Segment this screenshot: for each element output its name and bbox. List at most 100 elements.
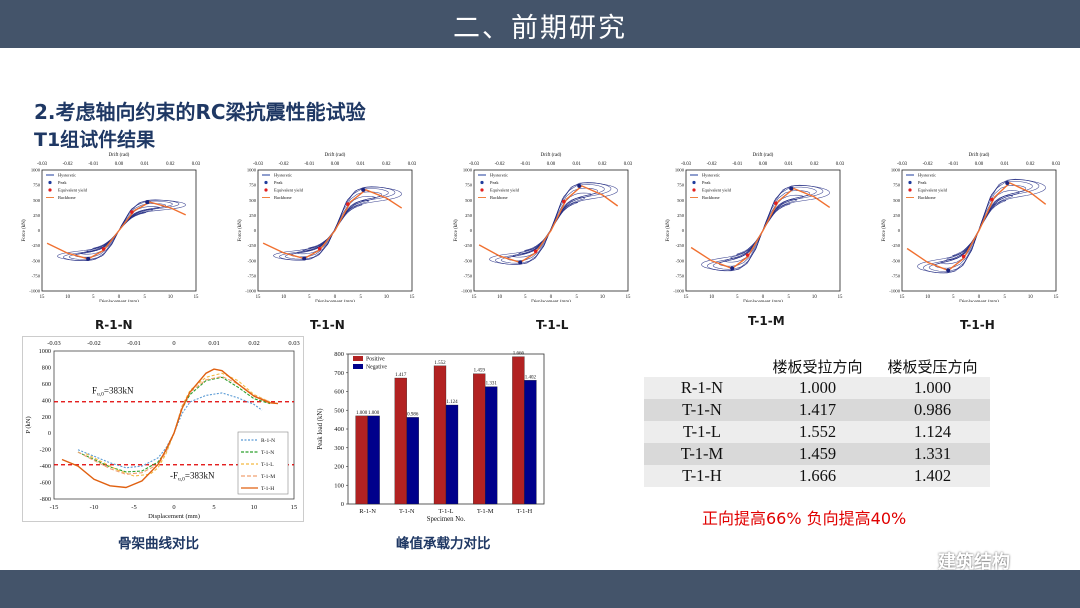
- x-tick-label: 5: [143, 295, 146, 300]
- top-tick-label: 0.01: [140, 162, 149, 167]
- hysteretic-loop: [489, 182, 618, 265]
- hysteresis-chart-t-1-l: Drift (rad) -0.03 -0.02 -0.01 0.00 0.01 0.02 0.…: [454, 153, 633, 302]
- bar-data-label: 1.124: [446, 400, 458, 405]
- reference-subscript: u,0: [178, 477, 185, 483]
- bar-data-label: 1.552: [434, 361, 446, 366]
- legend-label: Peak: [58, 180, 67, 185]
- legend-swatch: [480, 188, 484, 192]
- table-cell: 1.459: [760, 443, 875, 465]
- y-tick-label: 300: [334, 445, 344, 452]
- top-tick-label: 0.01: [1000, 162, 1009, 167]
- y-tick-label: -200: [40, 447, 51, 454]
- bar: [355, 415, 368, 505]
- y-tick-label: -400: [40, 463, 51, 470]
- y-axis-label: Force (kN): [454, 219, 459, 241]
- hysteretic-loop: [917, 179, 1046, 274]
- x-tick-label: 10: [384, 295, 389, 300]
- legend-label: Equivalent yield: [918, 188, 948, 193]
- bar: [524, 380, 537, 505]
- x-tick-label: 15: [900, 295, 905, 300]
- x-tick-label: 10: [497, 295, 502, 300]
- reference-value: =383kN: [104, 386, 134, 396]
- top-tick-label: -0.03: [37, 162, 48, 167]
- top-tick-label: 0.03: [408, 162, 417, 167]
- y-tick-label: 1000: [39, 348, 51, 355]
- legend-label: Hysteretic: [490, 173, 508, 178]
- legend-label: R-1-N: [261, 438, 275, 444]
- peak-ratio-table: 楼板受拉方向 楼板受压方向 R-1-N 1.000 1.000 T-1-N 1.…: [644, 355, 990, 487]
- peak-point: [577, 183, 582, 188]
- x-tick-label: 10: [65, 295, 70, 300]
- top-tick-label: -0.01: [732, 162, 743, 167]
- y-tick-label: 0: [898, 228, 901, 233]
- bar: [394, 377, 407, 505]
- x-tick-label: 5: [212, 504, 215, 511]
- legend-swatch: [48, 188, 52, 192]
- legend-swatch: [908, 180, 912, 185]
- slide-title: 二、前期研究: [453, 13, 627, 44]
- y-tick-label: 100: [334, 482, 344, 489]
- x-tick-label: 15: [40, 295, 45, 300]
- x-axis-label: Displacement (mm): [99, 300, 139, 302]
- bar: [433, 365, 447, 505]
- top-tick-label: 0.03: [1052, 162, 1061, 167]
- legend-swatch: [480, 180, 484, 185]
- top-tick-label: 0.00: [759, 162, 768, 167]
- table-cell: 1.666: [760, 465, 875, 487]
- x-tick-label: 5: [736, 295, 739, 300]
- top-tick-label: 0.00: [115, 162, 124, 167]
- hysteretic-loop: [57, 199, 186, 261]
- x-axis-label: Displacement (mm): [315, 300, 355, 302]
- legend-label: Backbone: [274, 195, 292, 200]
- bar: [512, 356, 525, 505]
- top-tick-label: -0.02: [923, 162, 934, 167]
- group-heading: T1组试件结果: [34, 129, 156, 151]
- legend-swatch: [692, 188, 696, 192]
- y-tick-label: 750: [465, 183, 473, 188]
- y-axis-label: Force (kN): [238, 219, 243, 241]
- bar-data-label: 1.000: [368, 411, 380, 416]
- y-tick-label: 750: [33, 183, 41, 188]
- reference-value: =383kN: [185, 471, 215, 481]
- y-tick-label: -250: [464, 243, 473, 248]
- top-tick-label: 0.01: [572, 162, 581, 167]
- top-tick-label: -0.01: [948, 162, 959, 167]
- bar-data-label: 1.417: [395, 373, 407, 378]
- y-tick-label: -500: [248, 258, 257, 263]
- plot-frame: [685, 169, 841, 292]
- y-tick-label: 600: [334, 389, 344, 396]
- bar: [406, 417, 419, 505]
- hysteretic-loop: [701, 185, 830, 271]
- hysteretic-loop: [512, 192, 592, 258]
- y-tick-label: 200: [334, 464, 344, 471]
- plot-frame: [473, 169, 629, 292]
- x-tick-label: 5: [359, 295, 362, 300]
- top-tick-label: 0.01: [208, 340, 219, 347]
- y-tick-label: -750: [464, 273, 473, 278]
- hysteretic-loop: [307, 204, 363, 249]
- top-tick-label: 0.02: [598, 162, 607, 167]
- legend-label: Equivalent yield: [490, 188, 520, 193]
- legend-label: Equivalent yield: [702, 188, 732, 193]
- y-tick-label: 750: [893, 183, 901, 188]
- legend-label: Backbone: [702, 195, 720, 200]
- specimen-label-t1h: T-1-H: [960, 318, 995, 332]
- top-tick-label: 0.03: [192, 162, 201, 167]
- yield-point: [346, 202, 350, 206]
- top-tick-label: -0.01: [304, 162, 315, 167]
- specimen-label-t1n: T-1-N: [310, 318, 345, 332]
- top-tick-label: -0.02: [87, 340, 101, 347]
- x-tick-label: T-1-H: [517, 508, 533, 515]
- legend-label: Peak: [702, 180, 711, 185]
- bar: [367, 415, 380, 505]
- x-tick-label: 0: [978, 295, 981, 300]
- table-cell: T-1-H: [644, 465, 760, 487]
- y-tick-label: -250: [892, 243, 901, 248]
- x-tick-label: -5: [131, 504, 136, 511]
- y-tick-label: -250: [676, 243, 685, 248]
- specimen-label-t1l: T-1-L: [536, 318, 569, 332]
- top-tick-label: 0.00: [975, 162, 984, 167]
- table-header-blank: [644, 355, 760, 377]
- wechat-icon: [904, 551, 933, 571]
- peak-point: [145, 200, 150, 205]
